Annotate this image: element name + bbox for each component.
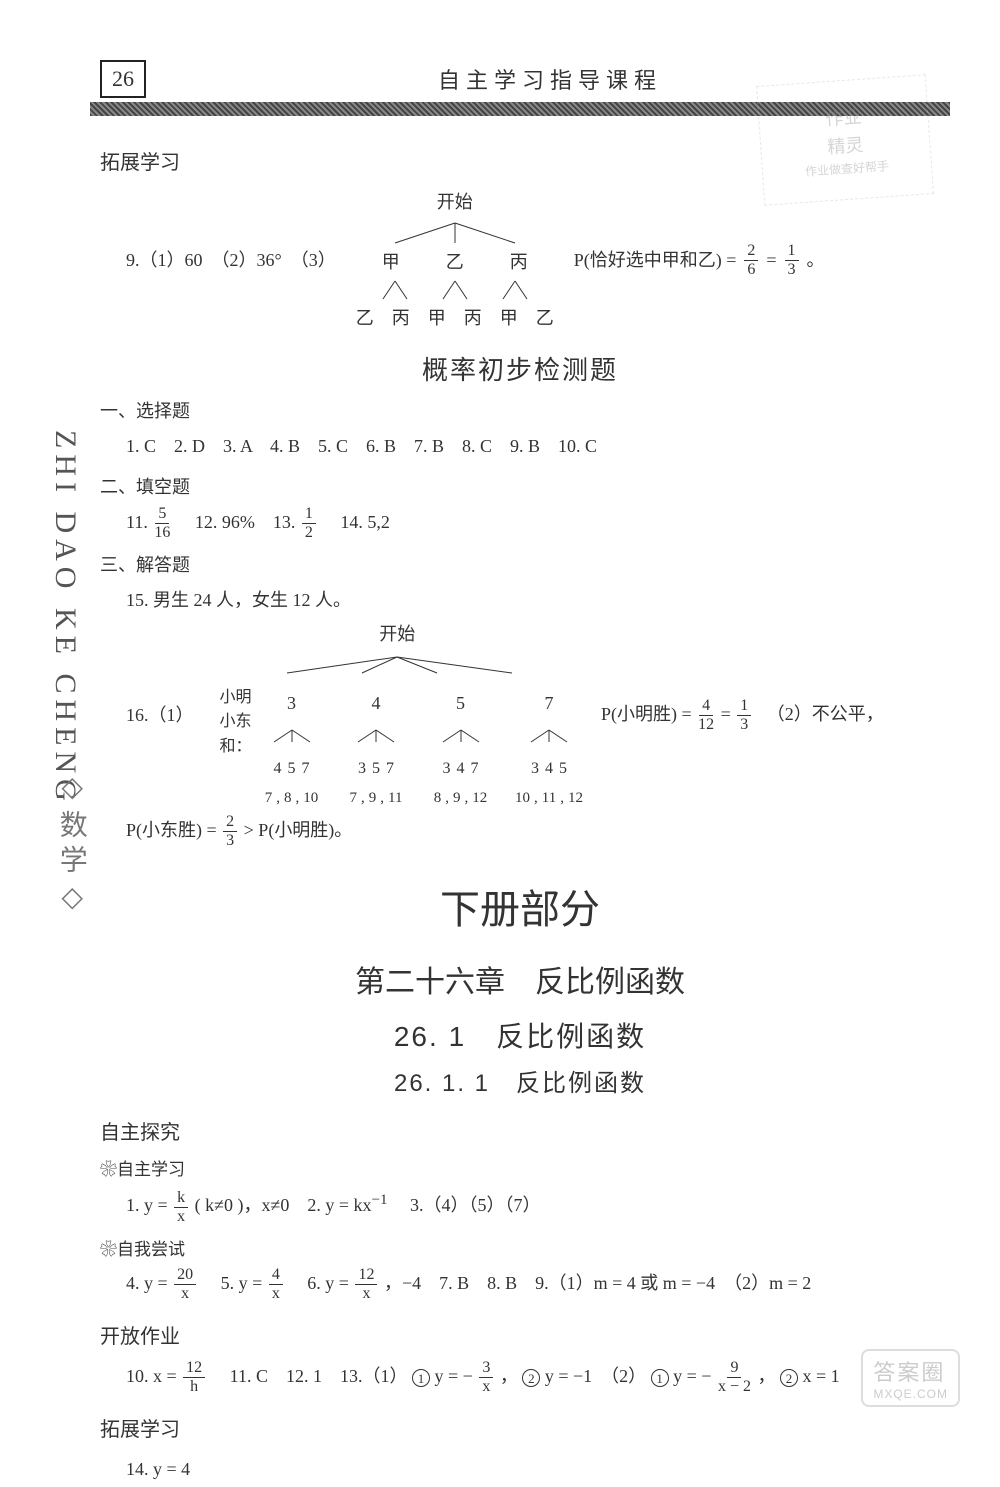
content-area: 26 自主学习指导课程 作业 精灵 作业做查好帮手 拓展学习 9.（1）60 （… [100,60,940,1487]
tree1: 开始 甲 乙 丙 乙 丙 [352,185,558,336]
ans-head: 三、解答题 [100,551,940,577]
fb-14: 14. 5,2 [322,512,390,532]
title-test: 概率初步检测题 [100,350,940,387]
sub-self-try: ❀自我尝试 [100,1235,940,1260]
fb-head: 二、填空题 [100,473,940,499]
q16-prob: P(小明胜) = 412 = 13 （2）不公平， [601,697,884,733]
header-divider [90,102,950,116]
q15: 15. 男生 24 人，女生 12 人。 [126,583,940,617]
circled-1b: 1 [651,1369,669,1387]
q16-part2: （2）不公平， [758,704,884,724]
section-explore: 自主探究 [100,1116,940,1145]
sub-self-learn: ❀自主学习 [100,1155,940,1180]
q16-l2-post: > P(小明胜)。 [244,820,353,840]
section-expand-2: 拓展学习 [100,1413,940,1442]
side-decoration: ◇ 数 学 ◇ [48,770,93,913]
t1-11: 丙 [460,301,486,335]
q16-line2: P(小东胜) = 23 > P(小明胜)。 [126,813,940,849]
fb-line: 11. 516 12. 96% 13. 12 14. 5,2 [126,505,940,541]
tree1-level1: 甲 乙 丙 [352,245,558,279]
tree2-body: 小明 小东 和： 3 457 7,8,10 4 [202,686,593,813]
t1-10: 甲 [424,301,450,335]
t1-21: 乙 [532,301,558,335]
page-number: 26 [100,60,146,98]
try-line: 4. y = 20x 5. y = 4x 6. y = 12x ，−4 7. B… [126,1266,940,1302]
t1-01: 丙 [388,301,414,335]
q16-pre: 16.（1） [126,698,194,732]
g0: 3 457 7,8,10 [262,686,322,813]
q9-row: 9.（1）60 （2）36° （3） 开始 甲 乙 丙 [126,185,940,336]
tree1-branches-top [365,221,545,245]
tree1-l1-1: 乙 [442,245,468,279]
dong-label: 小东 [202,710,252,735]
tree1-l1-2: 丙 [506,245,532,279]
q9-frac-b: 13 [785,243,799,278]
q9-tail: 。 [807,243,825,277]
sum-label: 和： [202,735,252,760]
section-expand: 拓展学习 [100,146,940,175]
page-root: ZHI DAO KE CHENG ◇ 数 学 ◇ 26 自主学习指导课程 作业 … [0,0,1000,1437]
side-pinyin: ZHI DAO KE CHENG [48,430,82,807]
g1: 4 357 7,9,11 [346,686,406,813]
title-section: 26. 1 反比例函数 [100,1015,940,1055]
tree1-branches-bot [365,279,545,301]
q16-l2-pre: P(小东胜) = [126,820,221,840]
q9-frac-a: 26 [744,243,758,278]
circled-2b: 2 [780,1369,798,1387]
t1-00: 乙 [352,301,378,335]
circled-1: 1 [412,1369,430,1387]
tree2-start: 开始 [202,617,593,651]
header-title: 自主学习指导课程 [160,63,940,95]
mc-answers: 1. C 2. D 3. A 4. B 5. C 6. B 7. B 8. C … [126,429,940,463]
q9-prefix: 9.（1）60 （2）36° （3） [126,243,336,277]
q16-row: 16.（1） 开始 小明 小东 和： [126,617,940,813]
circled-2a: 2 [522,1369,540,1387]
title-chapter: 第二十六章 反比例函数 [100,957,940,1001]
tree1-level2: 乙 丙 甲 丙 甲 乙 [352,301,558,335]
tree2-top-lines [237,655,557,675]
fb-13-frac: 12 [302,506,316,541]
q9-prob-label: P(恰好选中甲和乙) = [574,243,737,277]
g3: 7 345 10,11,12 [515,686,583,813]
title-subsection: 26. 1. 1 反比例函数 [100,1063,940,1098]
mc-head: 一、选择题 [100,397,940,423]
q9-eq: = [766,243,776,277]
tree1-start: 开始 [352,185,558,219]
tree2: 开始 小明 小东 和： 3 [202,617,593,813]
fb-rest: 12. 96% 13. [177,512,300,532]
section-open: 开放作业 [100,1320,940,1349]
tree2-groups: 3 457 7,8,10 4 357 7,9,11 5 [252,686,593,813]
fb-11-frac: 516 [154,506,170,541]
watermark: 答案圈 MXQE.COM [861,1349,960,1407]
explore-line1: 1. y = kx ( k≠0 )，x≠0 2. y = kx−1 3.（4）（… [126,1186,940,1224]
title-part: 下册部分 [100,877,940,935]
tree1-l1-0: 甲 [378,245,404,279]
t1-20: 甲 [496,301,522,335]
open-line: 10. x = 12h 11. C 12. 1 13.（1） 1 y = − 3… [126,1359,940,1395]
watermark-big: 答案圈 [873,1360,945,1385]
fb-11-pre: 11. [126,512,152,532]
page-header: 26 自主学习指导课程 [100,60,940,98]
g2: 5 347 8,9,12 [431,686,491,813]
ming-label: 小明 [202,686,252,711]
watermark-small: MXQE.COM [873,1387,948,1401]
tree2-labels: 小明 小东 和： [202,686,252,760]
q16-prob-label: P(小明胜) = [601,704,696,724]
q14-line: 14. y = 4 [126,1452,940,1486]
